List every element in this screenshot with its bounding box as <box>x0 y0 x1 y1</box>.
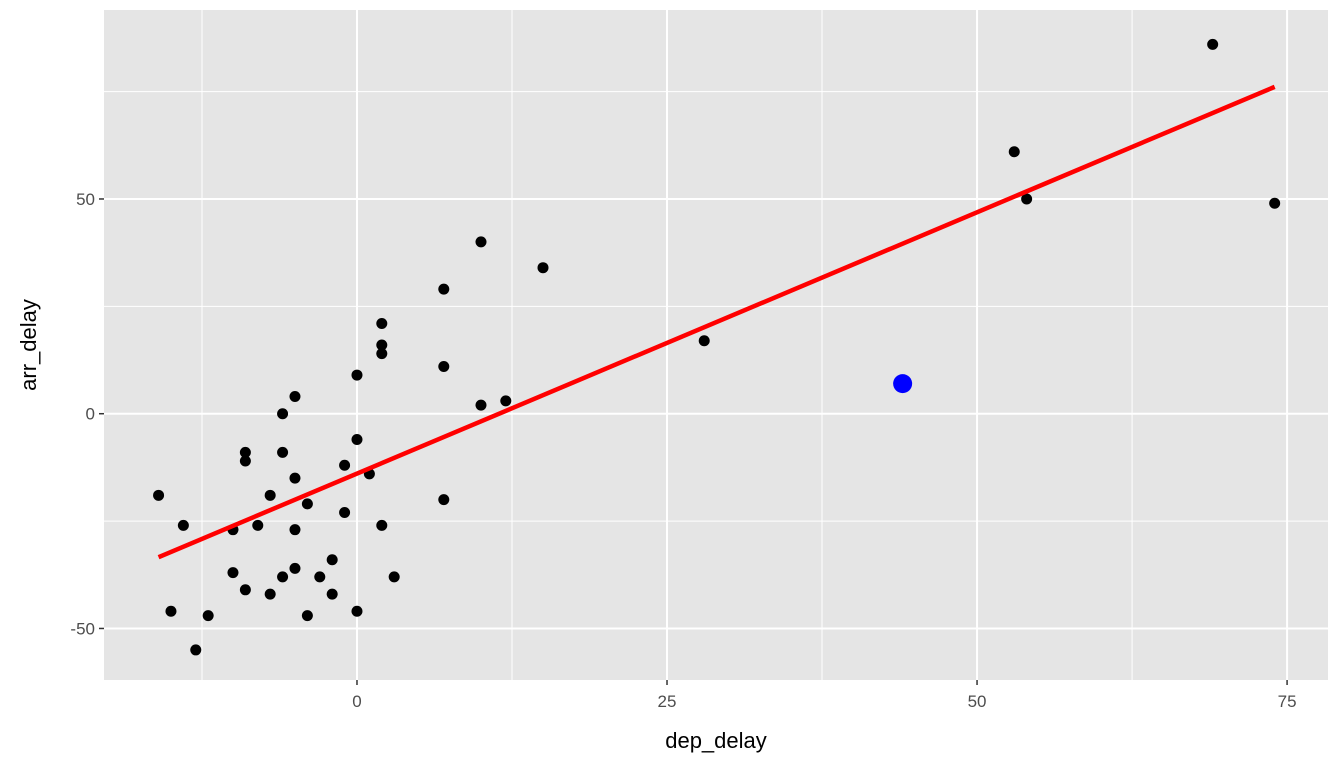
data-point <box>239 455 251 467</box>
data-point <box>438 494 450 506</box>
data-point <box>475 236 487 248</box>
data-point <box>339 459 351 471</box>
data-point <box>190 644 202 656</box>
data-point <box>177 519 189 531</box>
data-point <box>1008 146 1020 158</box>
plot-panel <box>104 10 1328 680</box>
data-point <box>289 472 301 484</box>
data-point <box>239 446 251 458</box>
y-tick-label: 50 <box>76 190 95 209</box>
data-point <box>301 498 313 510</box>
data-point <box>1021 193 1033 205</box>
data-point <box>289 524 301 536</box>
data-point <box>153 489 165 501</box>
x-tick-label: 50 <box>968 692 987 711</box>
x-tick-label: 25 <box>658 692 677 711</box>
data-point <box>537 262 549 274</box>
y-tick-label: 0 <box>86 405 95 424</box>
data-point <box>1269 197 1281 209</box>
data-point <box>339 507 351 518</box>
x-tick-label: 0 <box>352 692 361 711</box>
data-point <box>351 605 363 617</box>
data-point <box>326 588 338 600</box>
x-tick-label: 75 <box>1278 692 1297 711</box>
highlighted-point <box>893 374 913 394</box>
data-point <box>438 283 450 295</box>
regression-line <box>157 84 1276 560</box>
data-point <box>351 369 363 381</box>
data-point <box>301 610 313 622</box>
x-axis-label: dep_delay <box>665 728 767 753</box>
data-point <box>438 360 450 372</box>
data-point <box>376 339 388 351</box>
data-point <box>264 489 276 501</box>
y-tick-label: -50 <box>70 619 95 638</box>
data-point <box>252 519 264 531</box>
data-point <box>202 610 214 622</box>
data-point <box>698 335 710 347</box>
data-point <box>388 571 400 583</box>
data-point <box>264 588 276 600</box>
data-point <box>376 318 388 330</box>
data-point <box>277 408 289 420</box>
data-point <box>227 567 239 579</box>
data-point <box>277 571 289 583</box>
data-point <box>475 399 487 411</box>
data-point <box>289 391 301 403</box>
data-point <box>376 348 388 360</box>
data-point <box>326 554 338 566</box>
data-point <box>277 446 289 458</box>
y-axis-label: arr_delay <box>16 299 41 391</box>
data-point <box>289 562 301 574</box>
data-point <box>351 433 363 445</box>
data-point <box>165 605 177 617</box>
data-point <box>1207 38 1219 50</box>
data-point <box>500 395 512 407</box>
data-point <box>314 571 326 583</box>
data-point <box>376 519 388 531</box>
data-point <box>239 584 251 596</box>
